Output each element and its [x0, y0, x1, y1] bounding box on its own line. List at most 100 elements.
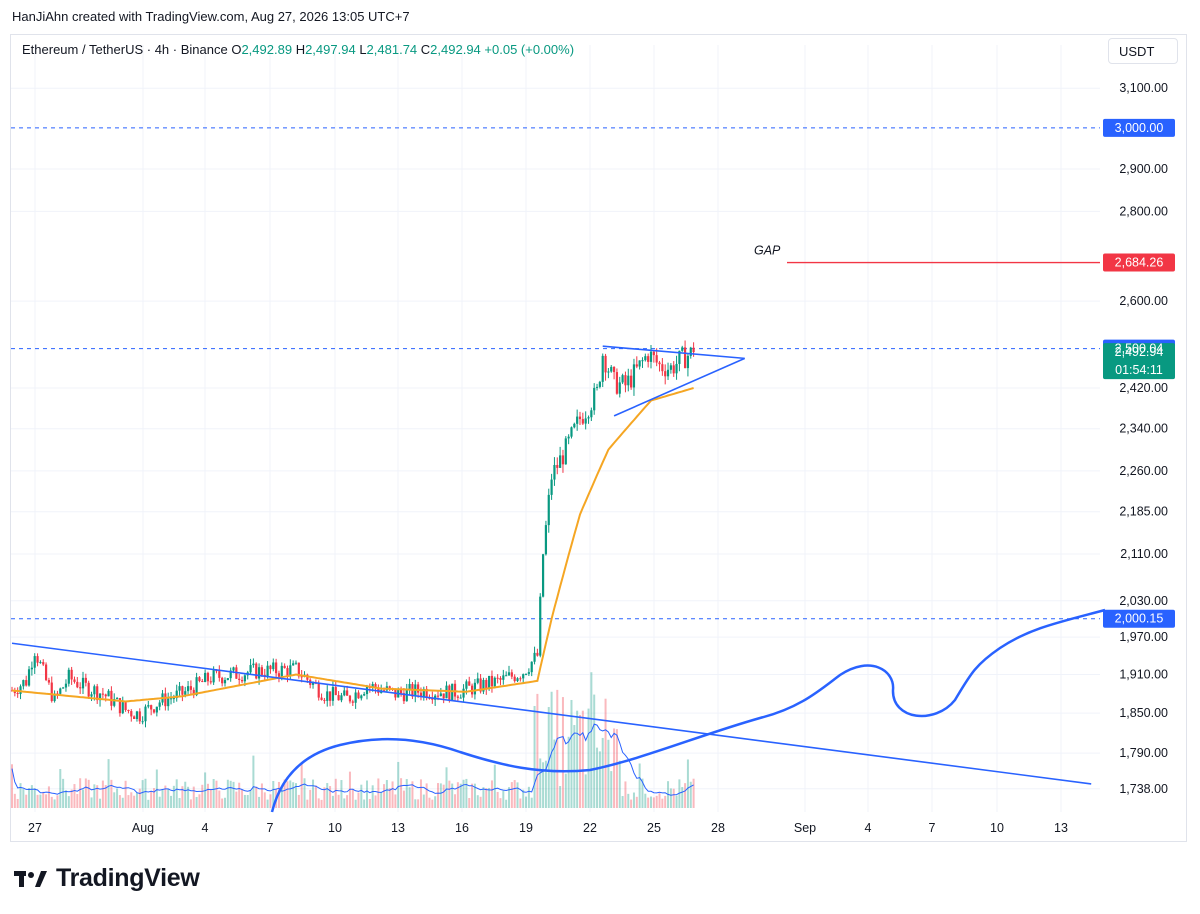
- candle-body: [144, 706, 147, 722]
- volume-bar: [473, 783, 476, 808]
- candle-body: [462, 688, 465, 698]
- candle-body: [73, 679, 76, 682]
- volume-bar: [468, 797, 471, 808]
- volume-bar: [431, 799, 434, 808]
- candle-body: [323, 699, 326, 701]
- volume-bar: [272, 780, 275, 808]
- candle-body: [181, 686, 184, 695]
- candle-body: [155, 706, 158, 713]
- candle-body: [44, 664, 48, 681]
- candle-body: [632, 364, 636, 388]
- candle-body: [672, 365, 675, 374]
- candle-body: [652, 351, 655, 356]
- volume-bar: [283, 779, 286, 808]
- volume-bar: [167, 788, 170, 808]
- volume-bar: [641, 778, 644, 808]
- candle-body: [661, 364, 664, 372]
- volume-bar: [601, 737, 604, 808]
- candle-body: [184, 691, 187, 695]
- candle-body: [399, 689, 403, 694]
- countdown-label: 01:54:11: [1115, 363, 1163, 377]
- candle-body: [576, 416, 579, 424]
- candle-body: [476, 678, 479, 683]
- volume-bar: [615, 729, 618, 808]
- candle-body: [127, 710, 130, 712]
- candle-body: [70, 669, 73, 680]
- candle-body: [33, 656, 36, 668]
- candle-body: [260, 667, 264, 675]
- volume-bar: [471, 783, 474, 808]
- y-tick-label: 1,970.00: [1119, 630, 1168, 644]
- candle-body: [644, 356, 647, 361]
- candle-body: [607, 371, 610, 373]
- candle-body: [59, 688, 62, 694]
- volume-bar: [351, 788, 354, 808]
- x-tick-label: 16: [455, 821, 469, 835]
- volume-bar: [655, 795, 658, 808]
- volume-bar: [505, 799, 508, 808]
- candle-body: [561, 455, 565, 465]
- volume-bar: [647, 797, 650, 808]
- volume-bar: [70, 789, 73, 808]
- candle-body: [692, 347, 695, 353]
- candle-body: [141, 721, 144, 723]
- volume-bar: [260, 783, 263, 808]
- candle-body: [550, 479, 553, 495]
- candle-body: [590, 410, 593, 418]
- candle-body: [64, 683, 68, 688]
- volume-bar: [258, 796, 261, 808]
- candle-body: [363, 694, 366, 696]
- candle-body: [172, 698, 175, 700]
- candle-body: [243, 675, 246, 682]
- volume-ma-line: [11, 723, 694, 796]
- volume-bar: [681, 787, 684, 808]
- volume-bar: [295, 783, 297, 808]
- candle-body: [98, 693, 102, 701]
- x-tick-label: 27: [28, 821, 42, 835]
- volume-bar: [479, 796, 482, 808]
- chart-author-header: HanJiAhn created with TradingView.com, A…: [12, 9, 410, 24]
- candle-body: [209, 681, 212, 683]
- candle-body: [240, 680, 244, 682]
- volume-bar: [672, 788, 675, 808]
- volume-bar: [138, 788, 141, 808]
- candle-body: [527, 672, 530, 674]
- volume-bar: [579, 714, 581, 808]
- candle-body: [559, 455, 562, 468]
- candle-body: [16, 693, 19, 695]
- volume-bar: [62, 778, 65, 808]
- volume-bar: [564, 773, 567, 808]
- volume-bar: [309, 789, 312, 808]
- volume-bar: [195, 796, 198, 808]
- volume-bar: [411, 781, 414, 808]
- x-tick-label: Aug: [132, 821, 154, 835]
- volume-bar: [368, 798, 371, 808]
- candle-body: [206, 672, 210, 682]
- currency-selector[interactable]: USDT: [1108, 38, 1178, 64]
- volume-bar: [607, 739, 610, 808]
- volume-bar: [652, 797, 655, 808]
- volume-bar: [192, 786, 195, 808]
- volume-bar: [397, 761, 400, 808]
- candle-body: [135, 711, 139, 720]
- volume-bar: [664, 795, 667, 808]
- candle-body: [113, 698, 116, 706]
- volume-bar: [172, 785, 175, 808]
- x-tick-label: 4: [865, 821, 872, 835]
- candle-body: [524, 673, 528, 675]
- symbol-label[interactable]: Ethereum / TetherUS · 4h · Binance: [22, 42, 228, 57]
- volume-bar: [232, 781, 235, 808]
- volume-bar: [621, 796, 624, 808]
- volume-bar: [448, 780, 451, 808]
- volume-bar: [314, 785, 317, 808]
- candle-body: [226, 678, 229, 680]
- volume-bar: [241, 789, 244, 808]
- volume-bar: [525, 796, 528, 808]
- price-tag-label: 2,684.26: [1115, 256, 1164, 270]
- candle-body: [678, 350, 681, 364]
- candle-body: [593, 387, 596, 411]
- volume-bar: [101, 780, 104, 808]
- candle-body: [496, 677, 499, 679]
- tradingview-logo[interactable]: TradingView: [14, 864, 200, 893]
